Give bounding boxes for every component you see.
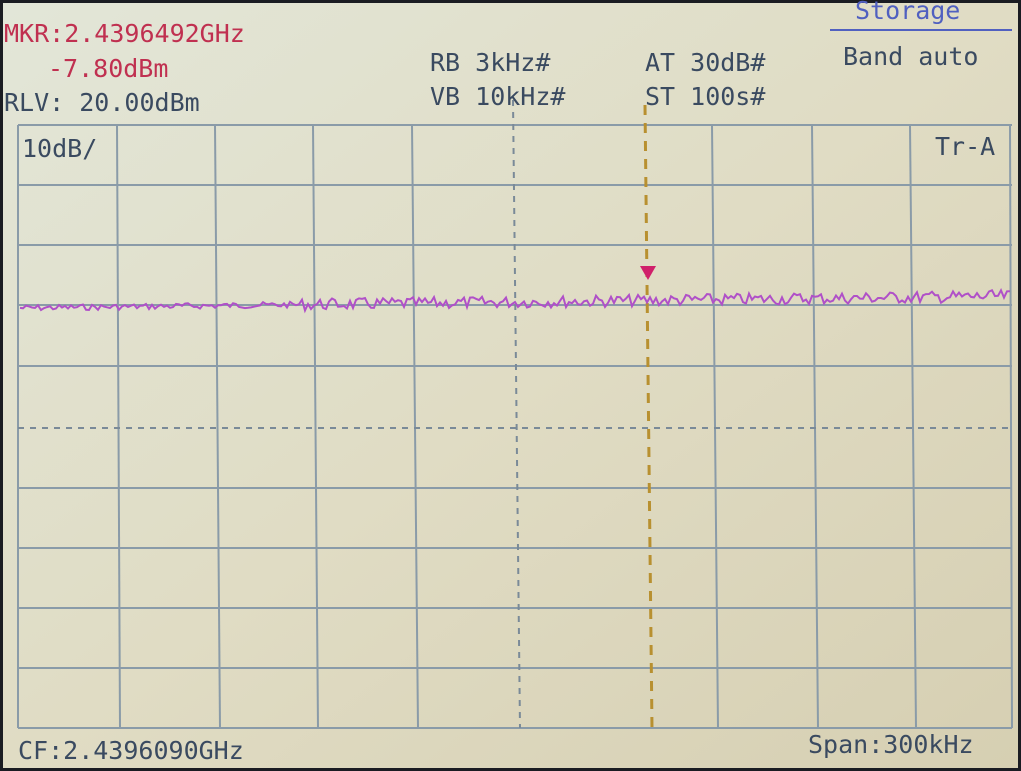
trace-label: Tr-A xyxy=(935,132,995,161)
center-v xyxy=(512,99,521,729)
marker-line xyxy=(643,104,654,729)
span: Span:300kHz xyxy=(808,730,974,759)
sweep-time: ST 100s# xyxy=(645,82,765,111)
scale: 10dB/ xyxy=(22,134,97,163)
center-freq: CF:2.4396090GHz xyxy=(18,736,244,765)
band: Band auto xyxy=(843,42,978,71)
ref-level: RLV: 20.00dBm xyxy=(4,88,200,117)
attenuation: AT 30dB# xyxy=(645,48,765,77)
trace xyxy=(19,287,1011,314)
mode: Storage xyxy=(855,0,960,25)
vbw: VB 10kHz# xyxy=(430,82,565,111)
marker-freq: MKR:2.4396492GHz xyxy=(4,19,245,48)
marker xyxy=(640,266,656,280)
marker-level: -7.80dBm xyxy=(48,54,168,83)
rbw: RB 3kHz# xyxy=(430,48,550,77)
screen xyxy=(3,3,1018,768)
